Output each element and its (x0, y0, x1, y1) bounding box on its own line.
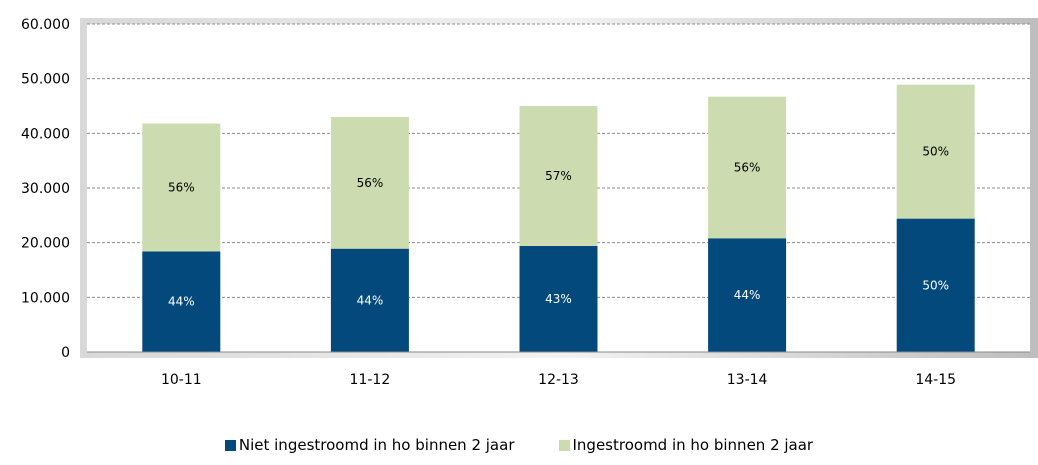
bars: 44% 56% 44% 56% 43% 57% 44% 56% 50% 50% (142, 84, 975, 352)
data-label: 56% (357, 176, 384, 190)
data-label: 56% (168, 180, 195, 194)
y-tick-label: 0 (61, 345, 70, 361)
data-label: 50% (922, 278, 949, 292)
legend-item-niet-ingestroomd: Niet ingestroomd in ho binnen 2 jaar (224, 430, 515, 460)
bar-segment (330, 248, 409, 352)
legend-item-ingestroomd: Ingestroomd in ho binnen 2 jaar (558, 430, 814, 460)
x-tick-label: 14-15 (915, 372, 956, 388)
y-tick-label: 50.000 (21, 72, 70, 88)
data-label: 50% (922, 145, 949, 159)
y-axis-ticks: 0 10.000 20.000 30.000 40.000 50.000 60.000 (21, 17, 70, 361)
y-tick-label: 20.000 (21, 236, 70, 252)
data-label: 44% (168, 295, 195, 309)
data-label: 57% (545, 169, 572, 183)
x-tick-label: 12-13 (538, 372, 579, 388)
y-tick-label: 40.000 (21, 126, 70, 142)
x-axis-ticks: 10-11 11-12 12-13 13-14 14-15 (161, 372, 956, 388)
bar-segment (142, 251, 221, 352)
legend-swatch-ingestroomd (558, 439, 570, 451)
bar-segment (896, 218, 975, 352)
x-tick-label: 11-12 (350, 372, 391, 388)
data-label: 43% (545, 292, 572, 306)
data-label: 56% (734, 161, 761, 175)
y-tick-label: 30.000 (21, 181, 70, 197)
legend-label-niet-ingestroomd: Niet ingestroomd in ho binnen 2 jaar (238, 436, 515, 454)
bar-segment (519, 245, 598, 352)
chart: 0 10.000 20.000 30.000 40.000 50.000 60.000 44… (21, 17, 1038, 388)
y-tick-label: 10.000 (21, 290, 70, 306)
bar-segment (330, 116, 409, 249)
data-label: 44% (357, 293, 384, 307)
legend: Niet ingestroomd in ho binnen 2 jaar Ing… (0, 430, 1038, 460)
bar-segment (708, 96, 787, 239)
data-label: 44% (734, 288, 761, 302)
legend-label-ingestroomd: Ingestroomd in ho binnen 2 jaar (572, 436, 814, 454)
bar-segment (896, 84, 975, 219)
bar-segment (708, 238, 787, 352)
bar-segment (142, 123, 221, 252)
x-tick-label: 10-11 (161, 372, 202, 388)
x-tick-label: 13-14 (727, 372, 768, 388)
legend-swatch-niet-ingestroomd (224, 439, 236, 451)
y-tick-label: 60.000 (21, 17, 70, 33)
bar-segment (519, 106, 598, 246)
